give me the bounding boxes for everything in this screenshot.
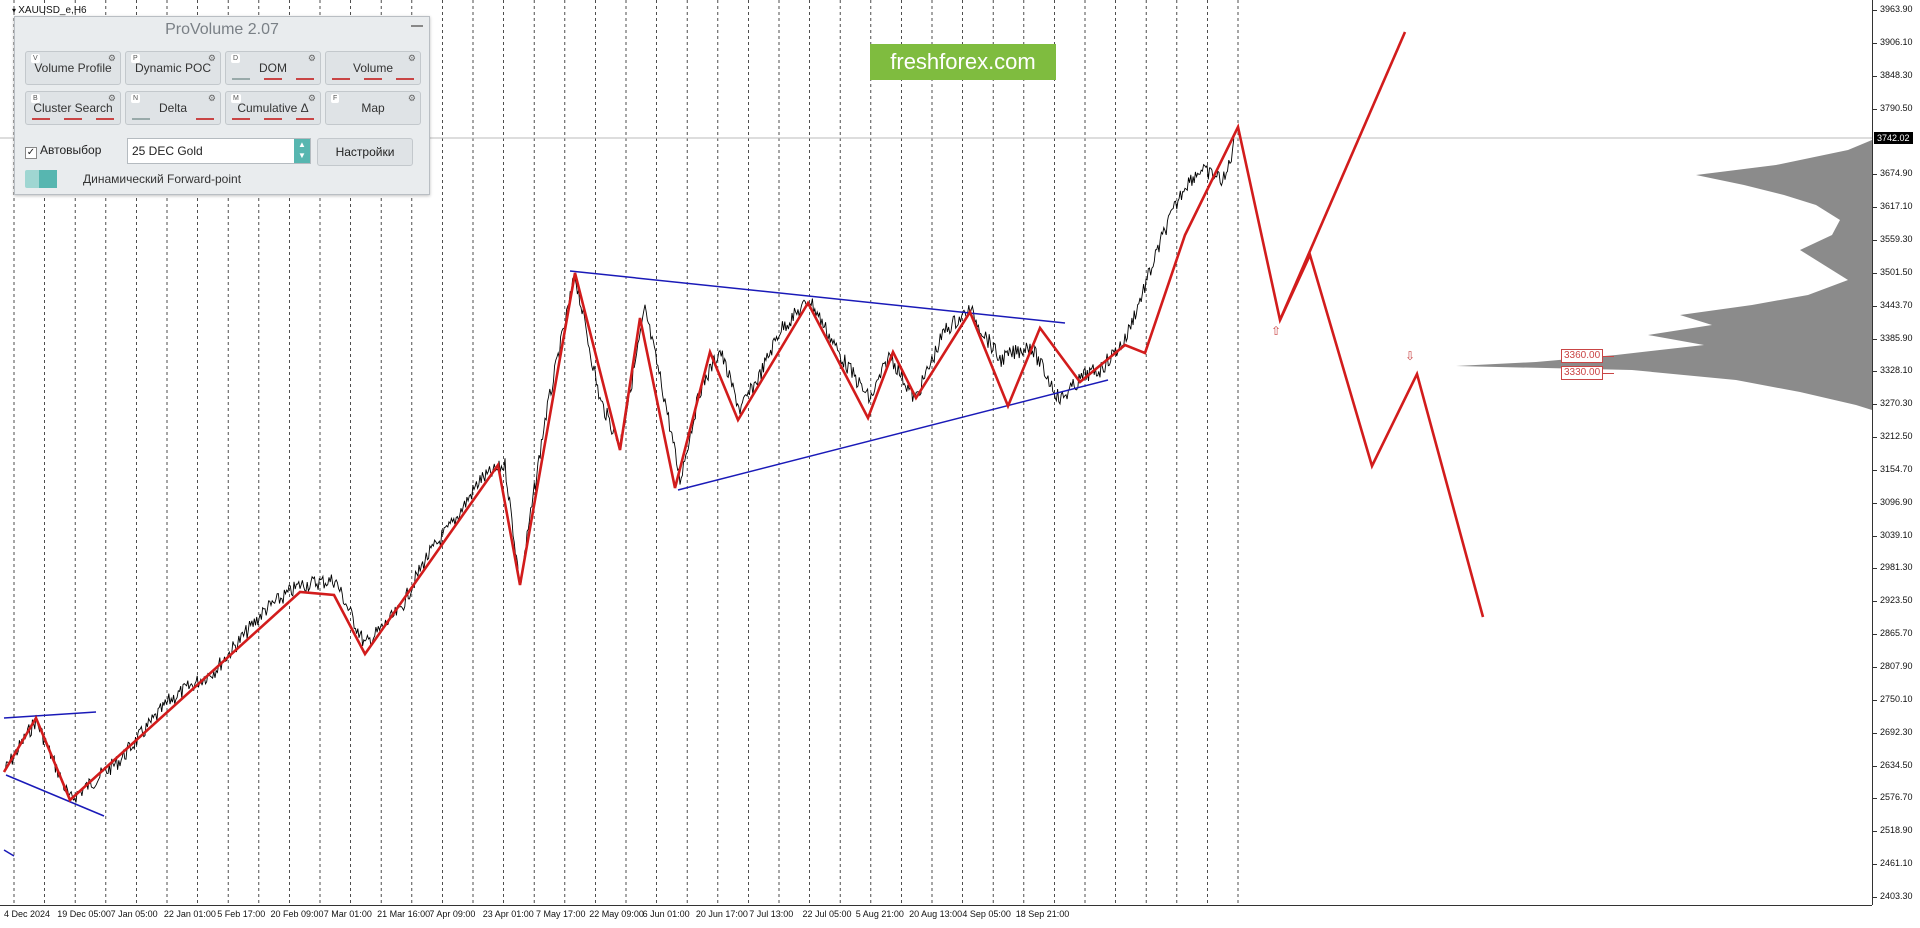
trendline bbox=[3, 711, 97, 719]
button-label: Volume bbox=[352, 61, 394, 75]
delta-button[interactable]: N ⚙ Delta bbox=[125, 91, 221, 125]
indicator-dots bbox=[232, 118, 314, 121]
time-tick-label: 20 Aug 13:00 bbox=[909, 909, 963, 919]
price-level-label[interactable]: 3360.00 bbox=[1561, 349, 1615, 363]
minimize-icon[interactable] bbox=[411, 25, 423, 27]
contract-value: 25 DEC Gold bbox=[132, 144, 203, 158]
volume-profile-button[interactable]: V ⚙ Volume Profile bbox=[25, 51, 121, 85]
time-tick-label: 7 May 17:00 bbox=[536, 909, 586, 919]
gear-icon[interactable]: ⚙ bbox=[307, 53, 316, 63]
indicator-dots bbox=[232, 78, 314, 81]
trendline bbox=[677, 379, 1109, 491]
time-tick-label: 5 Aug 21:00 bbox=[855, 909, 904, 919]
checkmark-icon[interactable]: ✓ bbox=[25, 147, 37, 159]
forward-point-toggle[interactable] bbox=[25, 170, 57, 188]
trendline bbox=[5, 774, 105, 817]
gear-icon[interactable]: ⚙ bbox=[207, 93, 216, 103]
time-tick-label: 5 Feb 17:00 bbox=[217, 909, 266, 919]
price-level-label[interactable]: 3330.00 bbox=[1561, 366, 1615, 380]
current-price-label: 3742.02 bbox=[1874, 132, 1913, 144]
time-tick-label: 7 Apr 09:00 bbox=[429, 909, 476, 919]
indicator-dots bbox=[332, 78, 414, 81]
time-tick-label: 21 Mar 16:00 bbox=[377, 909, 431, 919]
time-tick-label: 4 Dec 2024 bbox=[4, 909, 51, 919]
button-label: Volume Profile bbox=[34, 61, 112, 75]
time-tick-label: 7 Jan 05:00 bbox=[110, 909, 158, 919]
hotkey-label: B bbox=[31, 94, 40, 103]
button-label: Dynamic POC bbox=[134, 61, 211, 75]
button-label: Delta bbox=[158, 101, 187, 115]
hotkey-label: F bbox=[331, 94, 340, 103]
contract-select[interactable]: 25 DEC Gold ▲ ▼ bbox=[127, 138, 311, 164]
up-arrow-icon: ⇧ bbox=[1271, 324, 1282, 338]
gear-icon[interactable]: ⚙ bbox=[407, 53, 416, 63]
time-tick-label: 18 Sep 21:00 bbox=[1015, 909, 1070, 919]
time-tick-label: 4 Sep 05:00 bbox=[962, 909, 1011, 919]
time-tick-label: 20 Jun 17:00 bbox=[695, 909, 748, 919]
time-tick-label: 19 Dec 05:00 bbox=[57, 909, 111, 919]
down-arrow-icon: ⇩ bbox=[1405, 349, 1416, 363]
autoselect-label: Автовыбор bbox=[40, 143, 102, 157]
projection-line bbox=[1278, 31, 1407, 321]
cluster-search-button[interactable]: B ⚙ Cluster Search bbox=[25, 91, 121, 125]
provolume-panel[interactable]: ProVolume 2.07 V ⚙ Volume Profile P ⚙ Dy… bbox=[14, 16, 430, 195]
hotkey-label: V bbox=[31, 54, 40, 63]
gear-icon[interactable]: ⚙ bbox=[107, 53, 116, 63]
trendline bbox=[569, 270, 1066, 324]
gear-icon[interactable]: ⚙ bbox=[107, 93, 116, 103]
map-button[interactable]: F ⚙ Map bbox=[325, 91, 421, 125]
symbol-label[interactable]: XAUUSD_e,H6 bbox=[12, 5, 86, 16]
time-tick-label: 23 Apr 01:00 bbox=[482, 909, 534, 919]
volume-profile bbox=[1456, 140, 1872, 410]
hotkey-label: N bbox=[131, 94, 141, 103]
trendline bbox=[3, 849, 15, 857]
time-tick-label: 6 Jun 01:00 bbox=[642, 909, 690, 919]
time-tick-label: 7 Jul 13:00 bbox=[749, 909, 794, 919]
button-label: Cluster Search bbox=[33, 101, 113, 115]
price-axis[interactable]: 3963.90 3906.10 3848.30 3790.50 3674.90 3617.… bbox=[1872, 0, 1920, 905]
indicator-dots bbox=[32, 118, 114, 121]
settings-button[interactable]: Настройки bbox=[317, 138, 413, 166]
time-tick-label: 7 Mar 01:00 bbox=[323, 909, 372, 919]
time-tick-label: 22 Jul 05:00 bbox=[802, 909, 852, 919]
gear-icon[interactable]: ⚙ bbox=[307, 93, 316, 103]
zigzag-wave-line bbox=[2, 123, 1485, 803]
gear-icon[interactable]: ⚙ bbox=[407, 93, 416, 103]
spinner-arrows-icon[interactable]: ▲ ▼ bbox=[294, 139, 310, 163]
gear-icon[interactable]: ⚙ bbox=[207, 53, 216, 63]
button-label: DOM bbox=[259, 61, 287, 75]
dom-button[interactable]: D ⚙ DOM bbox=[225, 51, 321, 85]
autoselect-checkbox[interactable]: ✓ Автовыбор bbox=[25, 143, 101, 159]
time-tick-label: 22 Jan 01:00 bbox=[163, 909, 216, 919]
hotkey-label: P bbox=[131, 54, 140, 63]
indicator-dots bbox=[132, 118, 214, 121]
time-tick-label: 22 May 09:00 bbox=[589, 909, 644, 919]
price-series bbox=[3, 138, 1235, 803]
volume-button[interactable]: ⚙ Volume bbox=[325, 51, 421, 85]
dynamic-poc-button[interactable]: P ⚙ Dynamic POC bbox=[125, 51, 221, 85]
hotkey-label: M bbox=[231, 94, 241, 103]
forward-point-label: Динамический Forward-point bbox=[83, 172, 242, 186]
panel-title[interactable]: ProVolume 2.07 bbox=[165, 21, 279, 38]
button-label: Cumulative Δ bbox=[237, 101, 309, 115]
button-label: Map bbox=[361, 101, 385, 115]
hotkey-label: D bbox=[231, 54, 241, 63]
cumulative-delta-button[interactable]: M ⚙ Cumulative Δ bbox=[225, 91, 321, 125]
time-tick-label: 20 Feb 09:00 bbox=[270, 909, 324, 919]
time-axis[interactable]: 4 Dec 2024 19 Dec 05:00 7 Jan 05:00 22 Jan … bbox=[0, 905, 1872, 928]
brand-logo: freshforex.com bbox=[870, 44, 1056, 80]
